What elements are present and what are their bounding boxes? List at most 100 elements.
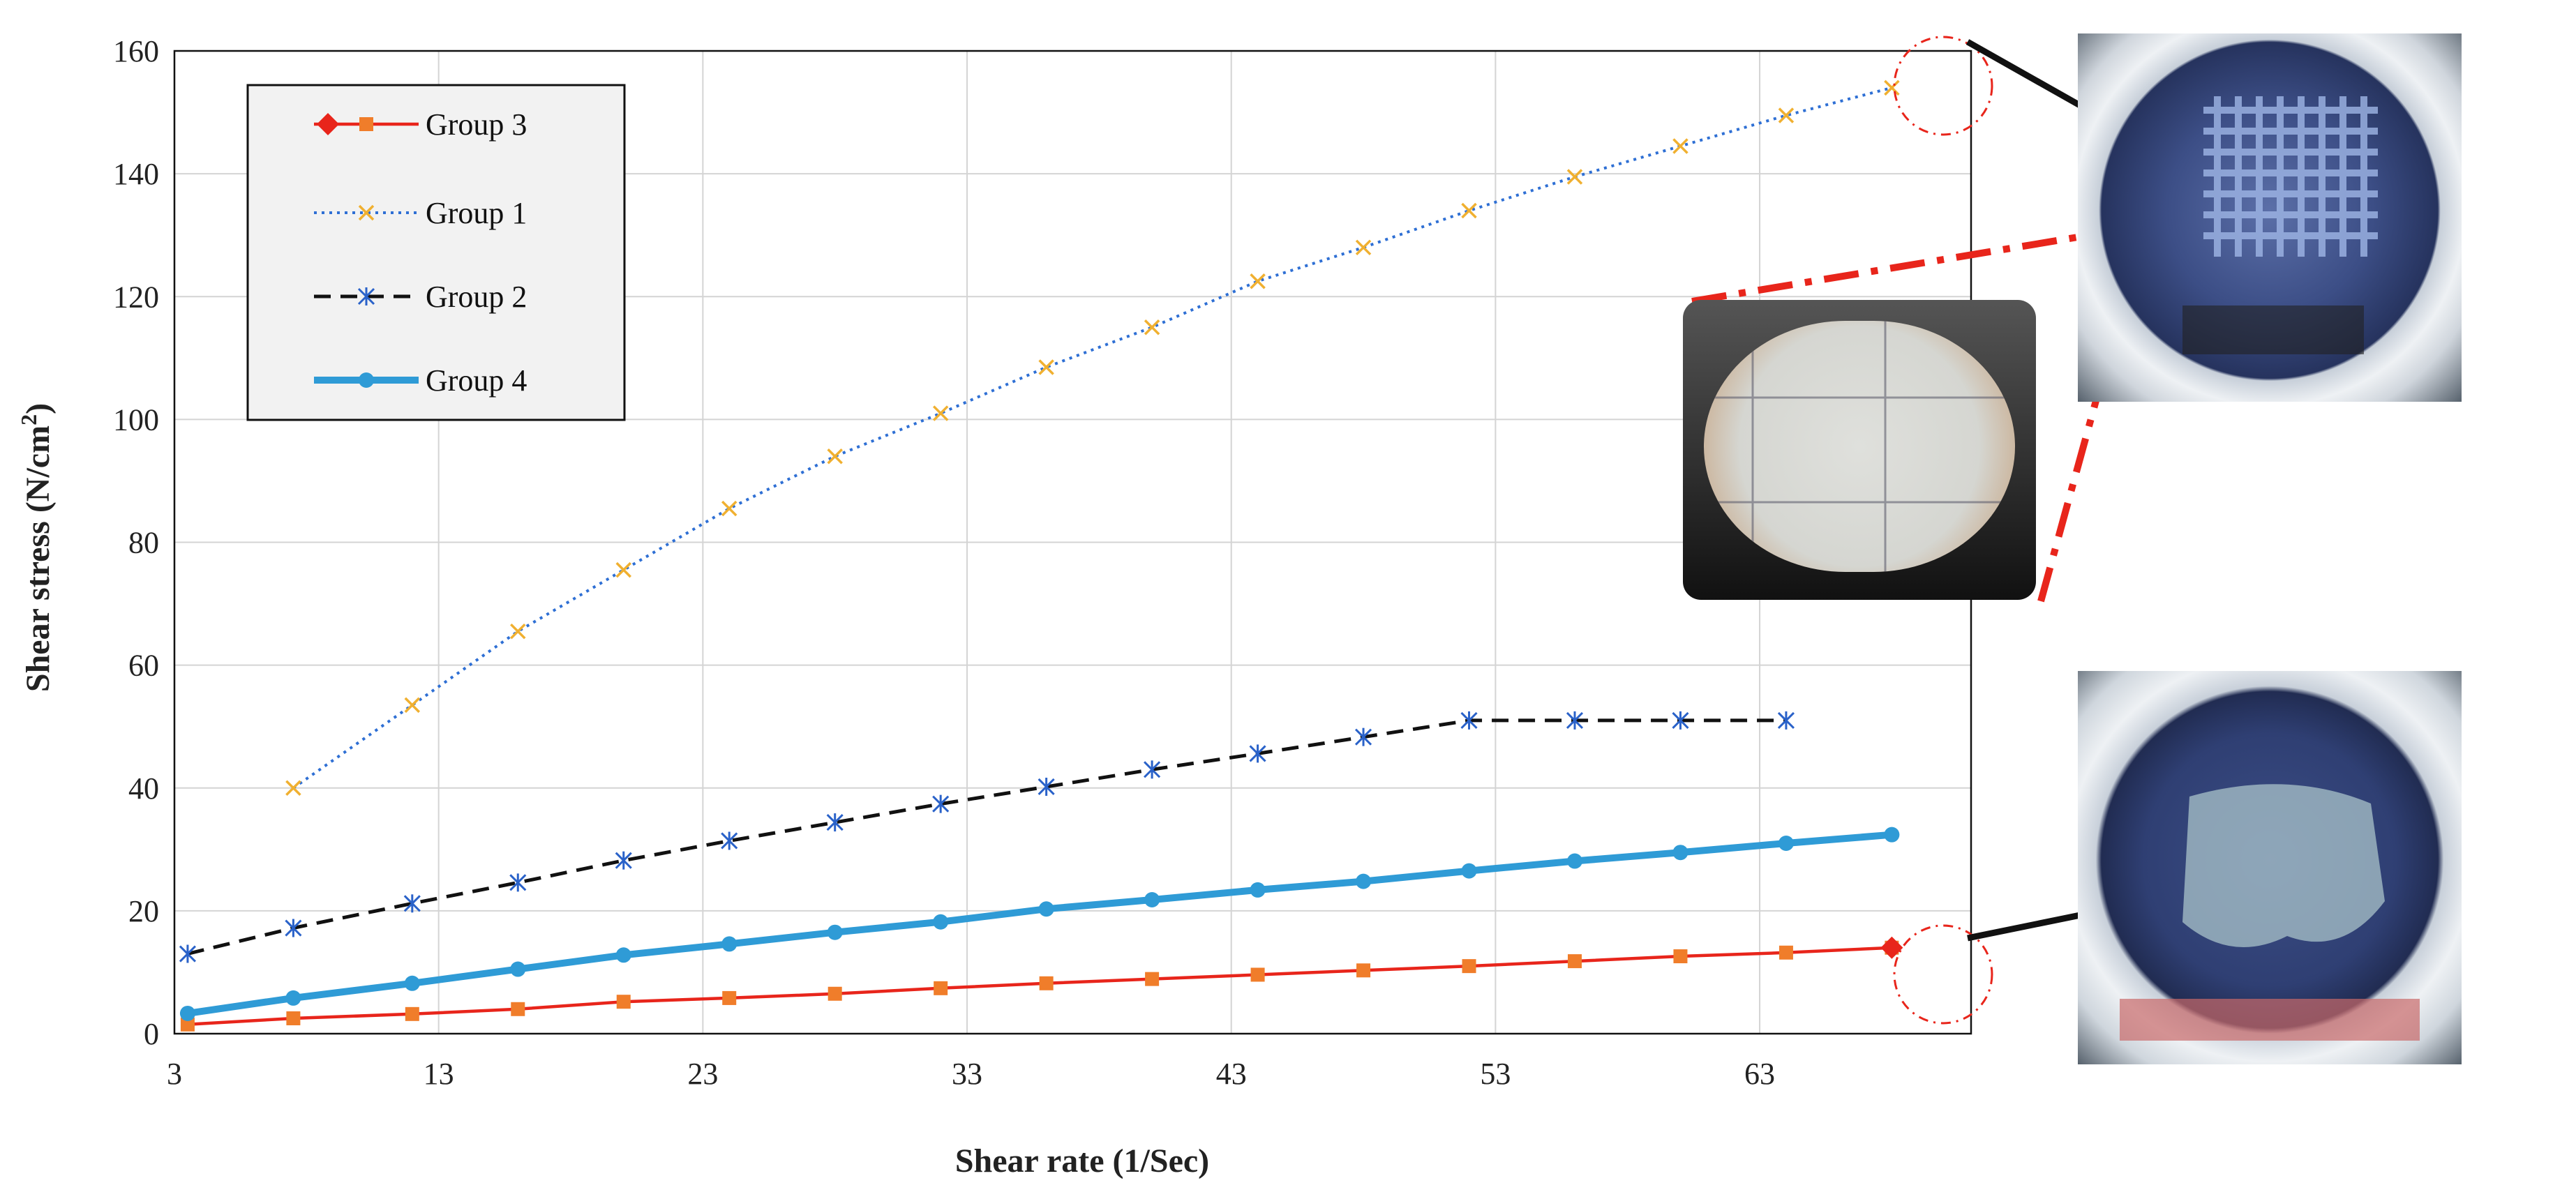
series-group-1-point xyxy=(1461,202,1477,219)
series-group-3-point xyxy=(180,1017,195,1032)
series-group-1-point-stroke xyxy=(1144,319,1160,335)
series-group-1-point xyxy=(1884,80,1900,96)
legend-item-group-3: Group 3 xyxy=(314,107,527,142)
series-group-4-point xyxy=(1672,845,1688,861)
series-group-1-point-stroke xyxy=(285,780,301,796)
series-group-3-point xyxy=(1250,967,1265,982)
series-group-2-point xyxy=(932,794,950,813)
series-group-4-point xyxy=(615,947,631,963)
y-tick-label: 160 xyxy=(113,34,159,68)
legend-item-group-1: Group 1 xyxy=(314,196,527,230)
series-group-2 xyxy=(179,711,1795,963)
y-tick-label: 80 xyxy=(128,526,159,560)
x-axis-label: Shear rate (1/Sec) xyxy=(955,1142,1209,1179)
y-axis-label-main: Shear stress (N/cm xyxy=(20,425,57,692)
hydrogel-photo-bottom xyxy=(2078,671,2462,1064)
series-group-2-point xyxy=(1354,727,1372,746)
series-group-1-point-stroke xyxy=(1038,359,1054,375)
series-group-4 xyxy=(179,827,1900,1021)
series-group-2-point xyxy=(179,944,196,963)
series-group-1-point-stroke xyxy=(1884,80,1900,96)
series-group-2-point xyxy=(1249,744,1266,763)
series-group-2-point xyxy=(1144,760,1161,779)
y-tick-label: 0 xyxy=(144,1017,159,1051)
series-group-1-point-stroke xyxy=(615,561,631,578)
series-group-3-point xyxy=(1145,972,1160,986)
series-group-1-point xyxy=(1038,359,1054,375)
series-group-4-point xyxy=(1144,892,1160,908)
series-group-3-point xyxy=(286,1011,301,1025)
microscope-inset-frame xyxy=(1683,300,2036,600)
series-group-1-point-stroke xyxy=(404,697,421,714)
series-group-3 xyxy=(180,936,1903,1032)
legend: Group 3 Group 1 Group 2 Group 4 xyxy=(246,84,626,421)
series-group-4-point xyxy=(933,914,949,930)
series-group-1-point-stroke xyxy=(932,405,949,421)
x-tick-label: 53 xyxy=(1480,1057,1511,1091)
series-group-4-point xyxy=(1356,873,1372,889)
series-group-4-point xyxy=(721,936,737,952)
legend-item-group-2-marker xyxy=(357,287,375,305)
series-group-4-point xyxy=(1038,901,1054,917)
series-group-4-point xyxy=(179,1005,195,1021)
microscope-view xyxy=(1704,321,2015,572)
legend-box xyxy=(246,84,626,421)
microscope-grid xyxy=(1704,321,2015,572)
x-tick-label: 63 xyxy=(1744,1057,1775,1091)
legend-item-group-3-diamond xyxy=(317,113,339,135)
series-group-1-point xyxy=(1778,107,1795,123)
series-group-3-end-diamond xyxy=(1880,936,1903,959)
series-group-3-point xyxy=(1779,945,1793,960)
series-group-1-point-stroke xyxy=(721,500,737,517)
series-group-1-point xyxy=(1672,138,1688,154)
legend-item-group-3-label: Group 3 xyxy=(426,107,527,142)
series-group-1-point xyxy=(510,623,526,640)
series-group-3-point xyxy=(1462,959,1476,974)
series-group-2-point xyxy=(285,919,302,937)
legend-item-group-4-marker xyxy=(359,372,374,388)
scaffold-photo-top xyxy=(2078,33,2462,402)
series-group-2-point xyxy=(403,894,421,913)
y-tick-label: 120 xyxy=(113,280,159,314)
scaffold-grid-drawing xyxy=(2182,96,2378,354)
legend-item-group-4-label: Group 4 xyxy=(426,363,527,398)
series-group-3-point xyxy=(722,990,737,1005)
x-tick-label: 43 xyxy=(1216,1057,1247,1091)
series-group-1-point-stroke xyxy=(510,623,526,640)
series-group-1-point xyxy=(827,448,843,465)
legend-item-group-2: Group 2 xyxy=(314,280,527,314)
series-group-1-point xyxy=(615,561,631,578)
series-group-4-point xyxy=(285,990,301,1006)
series-group-2-point xyxy=(1566,711,1584,730)
series-group-4-point xyxy=(1461,863,1477,879)
series-group-2-point xyxy=(1777,711,1795,730)
series-group-2-point xyxy=(509,873,527,892)
y-tick-label: 20 xyxy=(128,894,159,928)
y-tick-label: 100 xyxy=(113,402,159,437)
x-tick-label: 3 xyxy=(167,1057,182,1091)
series-group-4-point xyxy=(404,975,420,991)
series-group xyxy=(179,80,1903,1032)
series-group-1-point xyxy=(1566,169,1583,185)
y-tick-label: 140 xyxy=(113,157,159,191)
highlight-circle-bottom xyxy=(1893,924,1993,1025)
series-group-4-point xyxy=(1884,827,1900,843)
series-group-3-point xyxy=(1567,954,1582,969)
y-tick-label: 40 xyxy=(128,771,159,806)
series-group-1-point xyxy=(404,697,421,714)
series-group-1-point-stroke xyxy=(1672,138,1688,154)
series-group-1-point-stroke xyxy=(1566,169,1583,185)
series-group-1-point-stroke xyxy=(1461,202,1477,219)
series-group-1-point xyxy=(1144,319,1160,335)
y-axis-label: Shear stress (N/cm2) xyxy=(16,403,57,692)
series-group-1-point-stroke xyxy=(1355,239,1372,256)
series-group-3-point xyxy=(405,1006,419,1021)
series-group-1-point-stroke xyxy=(827,448,843,465)
series-group-1-point xyxy=(721,500,737,517)
series-group-3-point xyxy=(1356,963,1371,978)
legend-item-group-2-label: Group 2 xyxy=(426,280,527,314)
y-tick-label: 60 xyxy=(128,649,159,683)
hydrogel-drawing xyxy=(2120,784,2420,1041)
legend-item-group-1-label: Group 1 xyxy=(426,196,527,230)
